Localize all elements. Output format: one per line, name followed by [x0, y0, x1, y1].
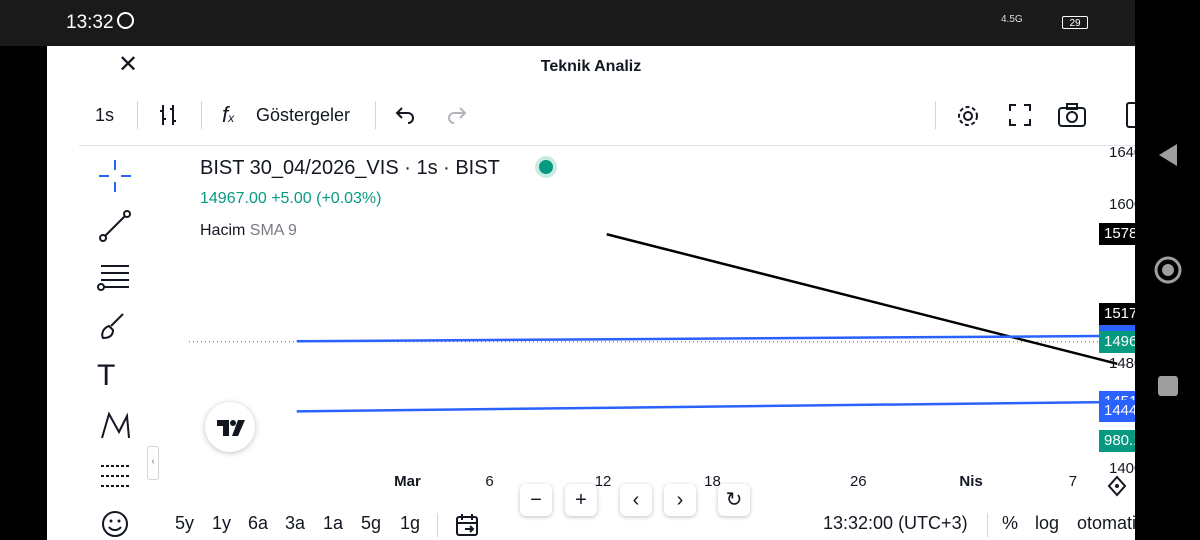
time-tick: Nis [959, 473, 983, 490]
range-1y[interactable]: 1y [212, 513, 232, 533]
reset-chart-button[interactable]: ↻ [718, 484, 750, 516]
drawing-toolbar: T ‹ [79, 146, 159, 540]
whatsapp-icon [117, 12, 134, 29]
forecast-icon[interactable] [97, 458, 139, 500]
tradingview-logo[interactable] [205, 402, 255, 452]
time-tick: 6 [485, 473, 494, 490]
interval-button[interactable]: 1s [95, 105, 115, 125]
price-tick: 16000.0 [1109, 196, 1135, 214]
fib-levels-icon[interactable] [97, 258, 139, 300]
sma-label: SMA 9 [249, 222, 297, 239]
indicators-icon[interactable]: fx [222, 102, 235, 127]
volume-label: Hacim [200, 222, 246, 239]
chart-type-icon[interactable] [157, 103, 181, 147]
battery-icon: 29 [1062, 16, 1088, 29]
toolbar-divider [987, 513, 988, 537]
percent-toggle[interactable]: % [1002, 513, 1019, 533]
camera-icon[interactable] [1057, 102, 1087, 146]
trendline-support-upper [296, 334, 1118, 343]
undo-icon[interactable] [393, 103, 417, 147]
time-tick: 12 [594, 473, 612, 490]
toolbar-divider [935, 101, 936, 129]
status-bar: 13:32 4.5G 29 [0, 0, 1135, 46]
price-tick: 14000.0 [1109, 460, 1135, 478]
toolbar-divider [437, 513, 438, 537]
log-toggle[interactable]: log [1035, 513, 1060, 533]
close-icon[interactable]: ✕ [117, 51, 139, 78]
auto-toggle[interactable]: otomatik [1077, 513, 1135, 533]
nav-back-icon[interactable] [1153, 140, 1183, 170]
price-label: 14440.0 [1099, 400, 1135, 423]
smiley-icon[interactable] [97, 508, 139, 540]
price-label: 14967.0 [1099, 330, 1135, 353]
indicators-button[interactable]: Göstergeler [256, 105, 351, 125]
price-label: 15178.9 [1099, 302, 1135, 325]
page-title: Teknik Analiz [540, 58, 642, 75]
redo-icon[interactable] [445, 103, 469, 147]
range-6a[interactable]: 6a [248, 513, 269, 533]
price-tick: 16400.0 [1109, 143, 1135, 161]
chart-toolbar: 1s fx Göstergeler [47, 93, 1135, 137]
price-label: 980.192 [1099, 430, 1135, 452]
text-tool-icon[interactable]: T [97, 359, 116, 392]
toolbar-divider [375, 101, 376, 129]
price-readout: 14967.00 +5.00 (+0.03%) [200, 190, 381, 208]
fullscreen-icon[interactable] [1008, 103, 1032, 147]
chart-area[interactable]: T ‹ BIST 30_04/2026_VIS · 1s · BIST 1496… [79, 143, 1135, 540]
trendline-support-lower [296, 400, 1118, 413]
toolbar-divider [201, 101, 202, 129]
time-tick: 26 [849, 473, 867, 490]
zoom-in-button[interactable]: + [565, 484, 597, 516]
last-price: 14967.00 [200, 190, 267, 207]
time-tick: 7 [1068, 473, 1078, 490]
scroll-left-button[interactable]: ‹ [620, 484, 652, 516]
range-1a[interactable]: 1a [323, 513, 344, 533]
range-5g[interactable]: 5g [361, 513, 382, 533]
crosshair-icon[interactable] [97, 158, 139, 200]
date-range-icon[interactable] [454, 512, 480, 538]
toolbar-divider [137, 101, 138, 129]
clock-readout[interactable]: 13:32:00 (UTC+3) [823, 513, 968, 533]
nav-home-icon[interactable] [1153, 255, 1183, 285]
trendline-resistance [606, 233, 1118, 366]
settings-icon[interactable] [955, 103, 981, 147]
range-3a[interactable]: 3a [285, 513, 306, 533]
brush-icon[interactable] [97, 308, 139, 350]
trendline-icon[interactable] [97, 208, 139, 250]
pattern-icon[interactable] [97, 408, 139, 450]
range-1g[interactable]: 1g [400, 513, 421, 533]
market-status-dot [539, 160, 553, 174]
time-tick: 18 [704, 473, 721, 490]
price-change: +5.00 (+0.03%) [271, 190, 382, 207]
chart-canvas[interactable] [79, 146, 1135, 540]
time-tick: Mar [394, 473, 421, 490]
volume-legend[interactable]: Hacim SMA 9 [200, 222, 297, 240]
range-5y[interactable]: 5y [175, 513, 195, 533]
auto-scale-icon[interactable] [1106, 475, 1128, 497]
symbol-title[interactable]: BIST 30_04/2026_VIS · 1s · BIST [200, 157, 500, 179]
nav-recents-icon[interactable] [1156, 374, 1180, 398]
collapse-toolbar-button[interactable]: ‹ [147, 446, 159, 480]
zoom-out-button[interactable]: − [520, 484, 552, 516]
layout-icon[interactable] [1125, 101, 1135, 145]
app-window: ✕ Teknik Analiz 1s fx Göstergeler [47, 46, 1135, 540]
price-tick: 14800.0 [1109, 354, 1135, 372]
network-indicator: 4.5G [1001, 14, 1023, 25]
android-nav-bar [1135, 0, 1200, 540]
bottom-toolbar: 5y 1y 6a 3a 1a 5g 1g 13:32:00 (UTC+3) % … [47, 509, 1135, 540]
status-time: 13:32 [66, 12, 114, 33]
scroll-right-button[interactable]: › [664, 484, 696, 516]
